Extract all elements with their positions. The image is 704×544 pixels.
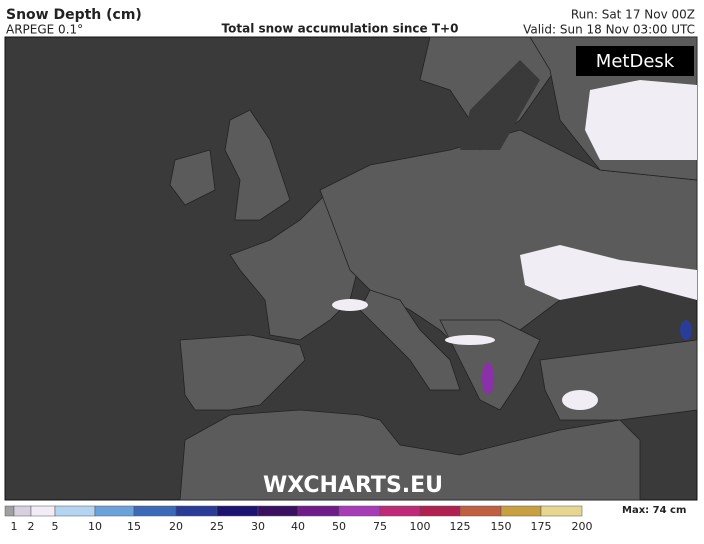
legend-label: 175 — [531, 520, 552, 533]
legend-label: 100 — [410, 520, 431, 533]
legend-swatch — [540, 505, 583, 517]
legend-swatch — [4, 505, 15, 517]
legend-label: 40 — [291, 520, 305, 533]
valid-time: Valid: Sun 18 Nov 03:00 UTC — [523, 23, 695, 37]
legend-swatch — [500, 505, 542, 517]
legend-swatch — [13, 505, 32, 517]
legend-label: 10 — [88, 520, 102, 533]
legend-label: 15 — [127, 520, 141, 533]
legend-label: 125 — [450, 520, 471, 533]
legend-swatch — [379, 505, 421, 517]
max-label: Max: 74 cm — [622, 505, 686, 516]
title: Snow Depth (cm) — [6, 7, 142, 23]
legend-swatch — [257, 505, 299, 517]
model: ARPEGE 0.1° — [6, 23, 83, 37]
legend-swatch — [94, 505, 135, 517]
legend-swatch — [338, 505, 381, 517]
legend-label: 30 — [251, 520, 265, 533]
watermark: WXCHARTS.EU — [263, 473, 443, 498]
run-time: Run: Sat 17 Nov 00Z — [571, 8, 695, 22]
legend-swatch — [175, 505, 218, 517]
legend-label: 200 — [572, 520, 593, 533]
legend-swatch — [216, 505, 259, 517]
legend-label: 50 — [332, 520, 346, 533]
logo: MetDesk — [596, 51, 675, 72]
legend-label: 150 — [491, 520, 512, 533]
legend-swatch — [133, 505, 177, 517]
legend-swatch — [54, 505, 96, 517]
legend-label: 25 — [210, 520, 224, 533]
legend-swatch — [30, 505, 56, 517]
legend-swatch — [297, 505, 340, 517]
logo-box — [576, 46, 694, 76]
legend: Max: 74 cm 1 2 5 10 15 20 25 30 40 50 75 100 125 150 1… — [4, 505, 686, 533]
legend-label: 20 — [169, 520, 183, 533]
legend-label: 2 — [28, 520, 35, 533]
legend-label: 5 — [52, 520, 59, 533]
map: MetDesk WXCHARTS.EU — [4, 36, 698, 501]
legend-swatch — [419, 505, 461, 517]
subtitle: Total snow accumulation since T+0 — [222, 22, 459, 36]
legend-swatch — [459, 505, 502, 517]
legend-label: 75 — [373, 520, 387, 533]
legend-label: 1 — [11, 520, 18, 533]
